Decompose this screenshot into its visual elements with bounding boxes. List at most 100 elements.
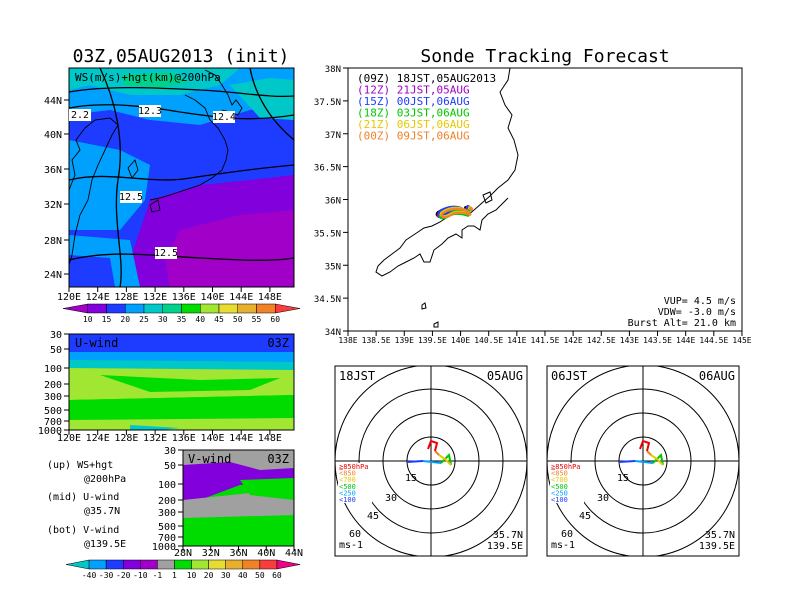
ws-colorbar-label: 30 [158,315,168,324]
wind-colorbar-cell [157,559,175,570]
u-wind-time: 03Z [267,336,289,350]
hodograph-lon: 139.5E [487,541,523,552]
sonde-param: VDW= -3.0 m/s [658,307,736,318]
wind-colorbar-label: 50 [255,571,265,580]
lon-tick-label: 140E [200,292,224,303]
sonde-param: Burst Alt= 21.0 km [628,318,736,329]
panel-legend-line: @139.5E [84,539,126,550]
p-tick-label: 300 [158,508,176,519]
ws-colorbar-label: 15 [102,315,112,324]
hodograph-level-bg [550,469,584,477]
hodograph-level: <700 [339,476,356,484]
lon-tick-label: 140E [451,336,470,345]
wind-colorbar-cell [65,559,90,570]
wind-colorbar-cell [122,559,141,570]
wind-colorbar-cell [88,559,107,570]
hodograph-trace [434,450,440,456]
wind-colorbar-label: -40 [82,571,97,580]
ws-field [69,68,294,287]
hodograph-ring-label: 30 [385,493,397,504]
map-lon-axis: 138E 138.5E 139E 139.5E 140E 140.5E 141E 141.5E… [338,331,752,345]
p-tick-label: 50 [164,461,176,472]
hodograph-level-bg [550,476,584,484]
lon-tick-label: 144E [229,292,253,303]
p-tick-label: 200 [158,496,176,507]
hodograph-level: <700 [551,476,568,484]
wind-colorbar-label: 20 [204,571,214,580]
ws-lat-axis: 44N 40N 36N 32N 28N 24N [44,96,69,281]
contour-label: 12.3 [138,106,162,117]
ws-colorbar-label: 40 [195,315,205,324]
hodograph-ring-label: 30 [597,493,609,504]
p-tick-label: 500 [158,522,176,533]
hodograph-time: 06JST [551,369,587,383]
panel-legend: (up) WS+hgt @200hPa (mid) U-wind @35.7N (bot… [47,460,126,550]
hodograph-level-bg [550,482,584,490]
hodograph-trace [438,454,452,466]
hodograph-level: <850 [339,470,356,478]
lon-tick-label: 138.5E [362,336,391,345]
lat-tick-label: 36N [229,548,247,559]
p-tick-label: 200 [44,380,62,391]
lat-tick-label: 34.5N [314,295,341,305]
hodograph-level: ≧850hPa [339,463,369,471]
map-legend-entry: (21Z) 06JST,06AUG [357,118,470,131]
right-title: Sonde Tracking Forecast [420,46,669,67]
hodograph-trace [406,460,424,463]
hodograph-ring-label: 60 [349,529,361,540]
p-tick-label: 30 [164,446,176,457]
lat-tick-label: 44N [285,548,303,559]
lon-tick-label: 142E [563,336,582,345]
hodograph-trace [650,454,664,466]
hodograph-level-bg [338,496,372,503]
ws-colorbar-cell [256,303,276,314]
ws-colorbar-label: 50 [233,315,243,324]
panel-legend-line: (up) WS+hgt [47,460,113,471]
lat-tick-label: 44N [44,96,62,107]
lat-tick-label: 28N [44,236,62,247]
wind-colorbar-label: 10 [187,571,197,580]
lon-tick-label: 120E [57,433,81,444]
ws-colorbar-cell [87,303,107,314]
hodograph-trace [634,460,654,464]
ws-colorbar-cell [106,303,126,314]
hodograph-trace [440,452,452,466]
lon-tick-label: 144.5E [699,336,728,345]
u-lon-axis: 120E 124E 128E 132E 136E 140E 144E 148E [57,430,282,444]
hodograph-unit: ms-1 [339,540,363,551]
lon-tick-label: 140E [200,433,224,444]
map-legend: (09Z) 18JST,05AUG2013(12Z) 21JST,05AUG(1… [357,72,496,143]
hodograph-level-bg [338,463,372,470]
hodograph-lon: 139.5E [699,541,735,552]
ws-colorbar-cell [125,303,145,314]
hodograph-trace [639,439,651,452]
wind-colorbar-cell [276,559,301,570]
lon-tick-label: 141E [507,336,526,345]
hodograph-date: 05AUG [487,369,523,383]
hodograph-level: <850 [551,470,568,478]
ws-colorbar-cell [162,303,182,314]
hodograph-lat: 35.7N [705,530,735,541]
hodograph-date: 06AUG [699,369,735,383]
lon-tick-label: 136E [172,433,196,444]
p-tick-label: 300 [44,392,62,403]
ws-colorbar-cell [200,303,220,314]
panel-legend-line: (mid) U-wind [47,492,119,503]
lat-tick-label: 36N [325,197,341,207]
hodograph-level-bg [338,489,372,497]
hodograph-ring-label: 15 [405,473,417,484]
ws-colorbar-cell [143,303,163,314]
lat-tick-label: 40N [44,130,62,141]
lon-tick-label: 143.5E [643,336,672,345]
ws-lon-axis: 120E 124E 128E 132E 136E 140E 144E 148E [57,287,282,303]
lon-tick-label: 128E [114,433,138,444]
lat-tick-label: 35N [325,262,341,272]
wind-colorbar-cell [208,559,226,570]
lon-tick-label: 148E [258,292,282,303]
lat-tick-label: 37.5N [314,98,341,108]
hodograph-trace [618,460,636,463]
hodograph-level-bg [550,489,584,497]
